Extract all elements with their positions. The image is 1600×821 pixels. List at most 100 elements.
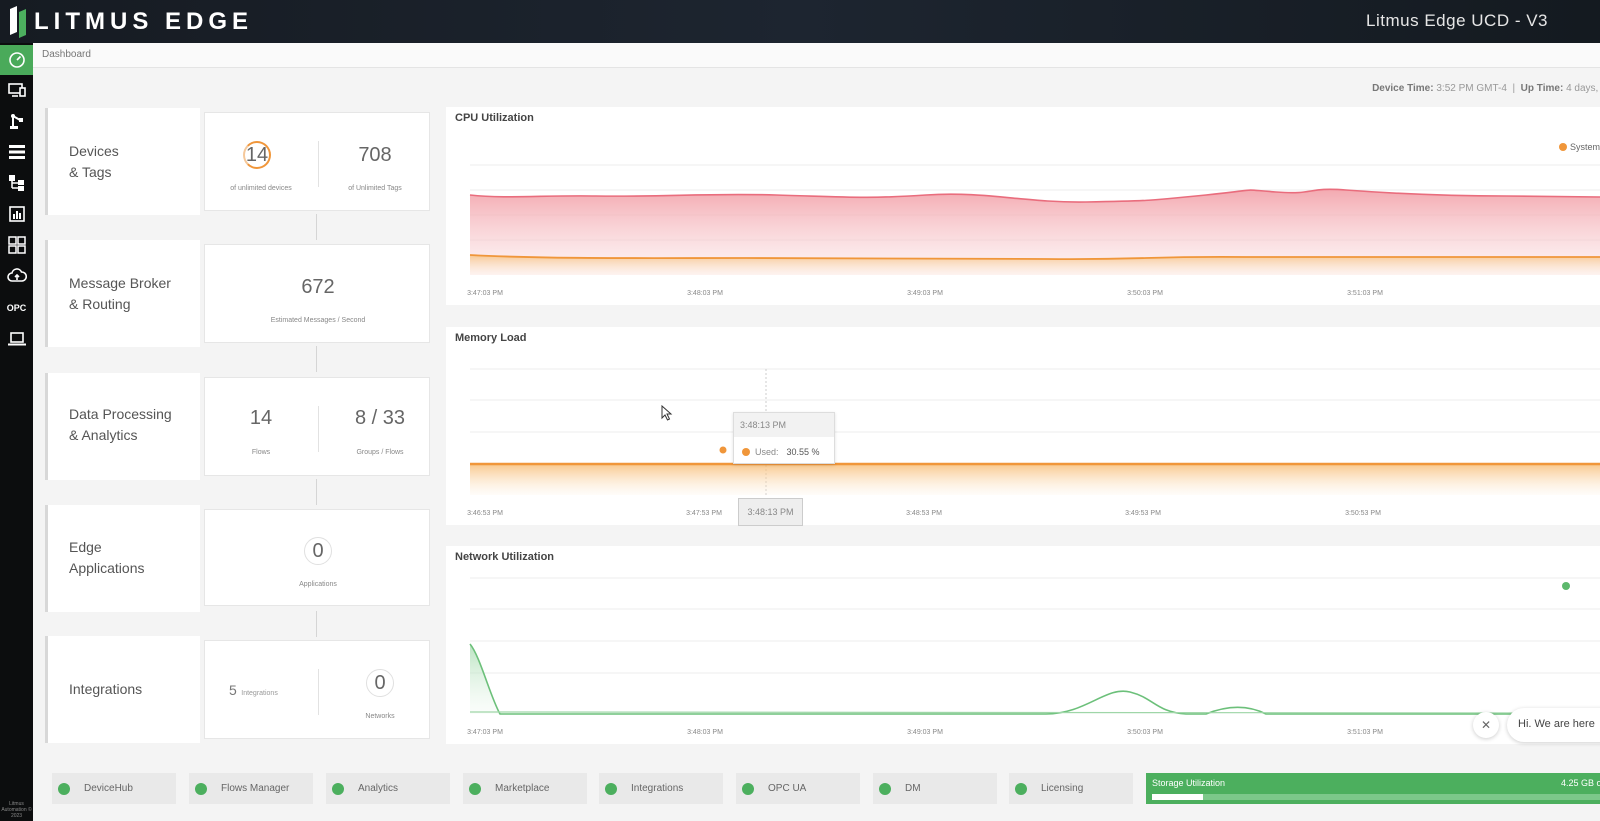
network-legend-dot-icon[interactable] xyxy=(1562,582,1570,590)
robot-arm-icon xyxy=(9,114,23,129)
device-time-status: Device Time: 3:52 PM GMT-4 | Up Time: 4 … xyxy=(1372,83,1600,94)
service-name: OPC UA xyxy=(768,783,807,794)
connector-line xyxy=(316,214,317,240)
service-name: DM xyxy=(905,783,921,794)
service-dm[interactable]: DM xyxy=(873,773,997,804)
service-name: Analytics xyxy=(358,783,399,794)
category-label: Data Processing & Analytics xyxy=(69,404,172,446)
app-title: Litmus Edge UCD - V3 xyxy=(1366,11,1548,30)
category-label-line1: Devices xyxy=(69,143,119,159)
service-name: DeviceHub xyxy=(84,783,133,794)
category-label: Integrations xyxy=(69,679,142,700)
service-marketplace[interactable]: Marketplace xyxy=(463,773,587,804)
sidebar-item-flows[interactable] xyxy=(0,168,33,198)
service-flows-manager[interactable]: Flows Manager xyxy=(189,773,313,804)
devices-ring-icon: 14 xyxy=(243,141,271,169)
sidebar-item-analytics[interactable] xyxy=(0,199,33,229)
category-label-line1: Data Processing xyxy=(69,406,172,422)
mouse-cursor-icon xyxy=(661,405,673,421)
connector-line xyxy=(316,346,317,372)
message-broker-stats[interactable]: 672 Estimated Messages / Second xyxy=(204,244,430,343)
network-chart: 3:47:03 PM 3:48:03 PM 3:49:03 PM 3:50:03… xyxy=(467,577,1600,736)
sidebar: OPC Litmus Automation © 2023 xyxy=(0,43,33,821)
service-name: Integrations xyxy=(631,783,684,794)
service-status-dot-icon xyxy=(58,782,70,795)
cpu-legend-label: System xyxy=(1569,142,1600,152)
sidebar-item-apps[interactable] xyxy=(0,230,33,260)
networks-count: 0 xyxy=(374,671,386,694)
network-in-line xyxy=(469,643,1600,715)
category-devices-tags[interactable]: Devices & Tags xyxy=(45,108,200,215)
apps-grid-icon xyxy=(7,236,26,254)
category-edge-applications[interactable]: Edge Applications xyxy=(45,505,200,612)
chat-bubble[interactable]: Hi. We are here xyxy=(1507,708,1600,742)
flows-sub: Flows xyxy=(251,449,271,456)
integrations-stats[interactable]: 5 Integrations 0 Networks xyxy=(204,640,430,739)
cpu-user-line xyxy=(469,188,1600,203)
integrations-sub: Integrations xyxy=(241,690,278,697)
service-licensing[interactable]: Licensing xyxy=(1009,773,1133,804)
category-label: Message Broker & Routing xyxy=(69,273,171,315)
sidebar-item-laptop[interactable] xyxy=(0,324,33,354)
tags-count: 708 xyxy=(358,144,392,166)
logo-text: LITMUS EDGE xyxy=(34,8,254,35)
memory-hover-point[interactable] xyxy=(719,446,727,454)
chat-close-button[interactable]: ✕ xyxy=(1473,712,1499,738)
category-label-line1: Integrations xyxy=(69,681,143,697)
x-tick-label: 3:50:03 PM xyxy=(1127,729,1163,736)
x-tick-label: 3:50:53 PM xyxy=(1345,510,1381,517)
storage-utilization[interactable]: Storage Utilization 4.25 GB of xyxy=(1146,773,1600,804)
stat-divider xyxy=(318,406,319,452)
devices-count: 14 xyxy=(245,143,269,166)
network-chart-title: Network Utilization xyxy=(455,551,555,563)
cpu-legend[interactable]: System xyxy=(1558,142,1600,152)
edge-applications-stats[interactable]: 0 Applications xyxy=(204,509,430,606)
top-bar: LITMUS EDGE Litmus Edge UCD - V3 xyxy=(0,0,1600,43)
devices-icon xyxy=(7,83,26,97)
sidebar-item-dashboard[interactable] xyxy=(0,45,33,75)
category-data-processing[interactable]: Data Processing & Analytics xyxy=(45,373,200,480)
service-devicehub[interactable]: DeviceHub xyxy=(52,773,176,804)
x-tick-label: 3:50:03 PM xyxy=(1127,290,1163,297)
service-status-dot-icon xyxy=(469,782,481,795)
sidebar-item-cloud[interactable] xyxy=(0,261,33,291)
laptop-icon xyxy=(7,332,26,346)
litmus-logo-mark-icon xyxy=(8,6,28,38)
category-message-broker[interactable]: Message Broker & Routing xyxy=(45,240,200,347)
device-time-value: 3:52 PM GMT-4 xyxy=(1436,83,1507,94)
litmus-logo[interactable]: LITMUS EDGE xyxy=(8,6,253,38)
sidebar-item-devices[interactable] xyxy=(0,75,33,105)
storage-progress-fill xyxy=(1152,794,1203,800)
flows-hierarchy-icon xyxy=(8,175,24,191)
category-integrations[interactable]: Integrations xyxy=(45,636,200,743)
sidebar-item-list[interactable] xyxy=(0,137,33,167)
x-tick-label: 3:48:03 PM xyxy=(687,729,723,736)
integrations-count-row: 5 Integrations xyxy=(229,682,278,700)
data-processing-stats[interactable]: 14 Flows 8 / 33 Groups / Flows xyxy=(204,377,430,476)
service-status-dot-icon xyxy=(742,782,754,795)
storage-value: 4.25 GB of xyxy=(1560,778,1600,788)
service-status-dot-icon xyxy=(1015,782,1027,795)
networks-ring-icon: 0 xyxy=(366,669,394,697)
sidebar-item-opc[interactable]: OPC xyxy=(0,293,33,323)
category-label-line1: Edge xyxy=(69,539,102,555)
breadcrumb[interactable]: Dashboard xyxy=(42,49,91,60)
list-stack-icon xyxy=(8,145,25,159)
storage-label: Storage Utilization xyxy=(1152,778,1226,788)
sidebar-item-robotics[interactable] xyxy=(0,106,33,136)
service-analytics[interactable]: Analytics xyxy=(326,773,450,804)
x-tick-label: 3:46:53 PM xyxy=(467,510,503,517)
devices-tags-stats[interactable]: 14 of unlimited devices 708 of Unlimited… xyxy=(204,112,430,211)
service-name: Licensing xyxy=(1041,783,1084,794)
networks-sub: Networks xyxy=(365,713,395,720)
category-label-line2: & Analytics xyxy=(69,427,138,443)
service-opc-ua[interactable]: OPC UA xyxy=(736,773,860,804)
service-name: Marketplace xyxy=(495,783,550,794)
service-status-dot-icon xyxy=(605,782,617,795)
messages-sub: Estimated Messages / Second xyxy=(270,317,366,324)
category-label-line2: & Tags xyxy=(69,164,112,180)
service-integrations[interactable]: Integrations xyxy=(599,773,723,804)
tooltip-time: 3:48:13 PM xyxy=(734,413,834,437)
x-tick-label: 3:48:03 PM xyxy=(687,290,723,297)
sidebar-footer: Litmus Automation © 2023 xyxy=(1,801,32,819)
